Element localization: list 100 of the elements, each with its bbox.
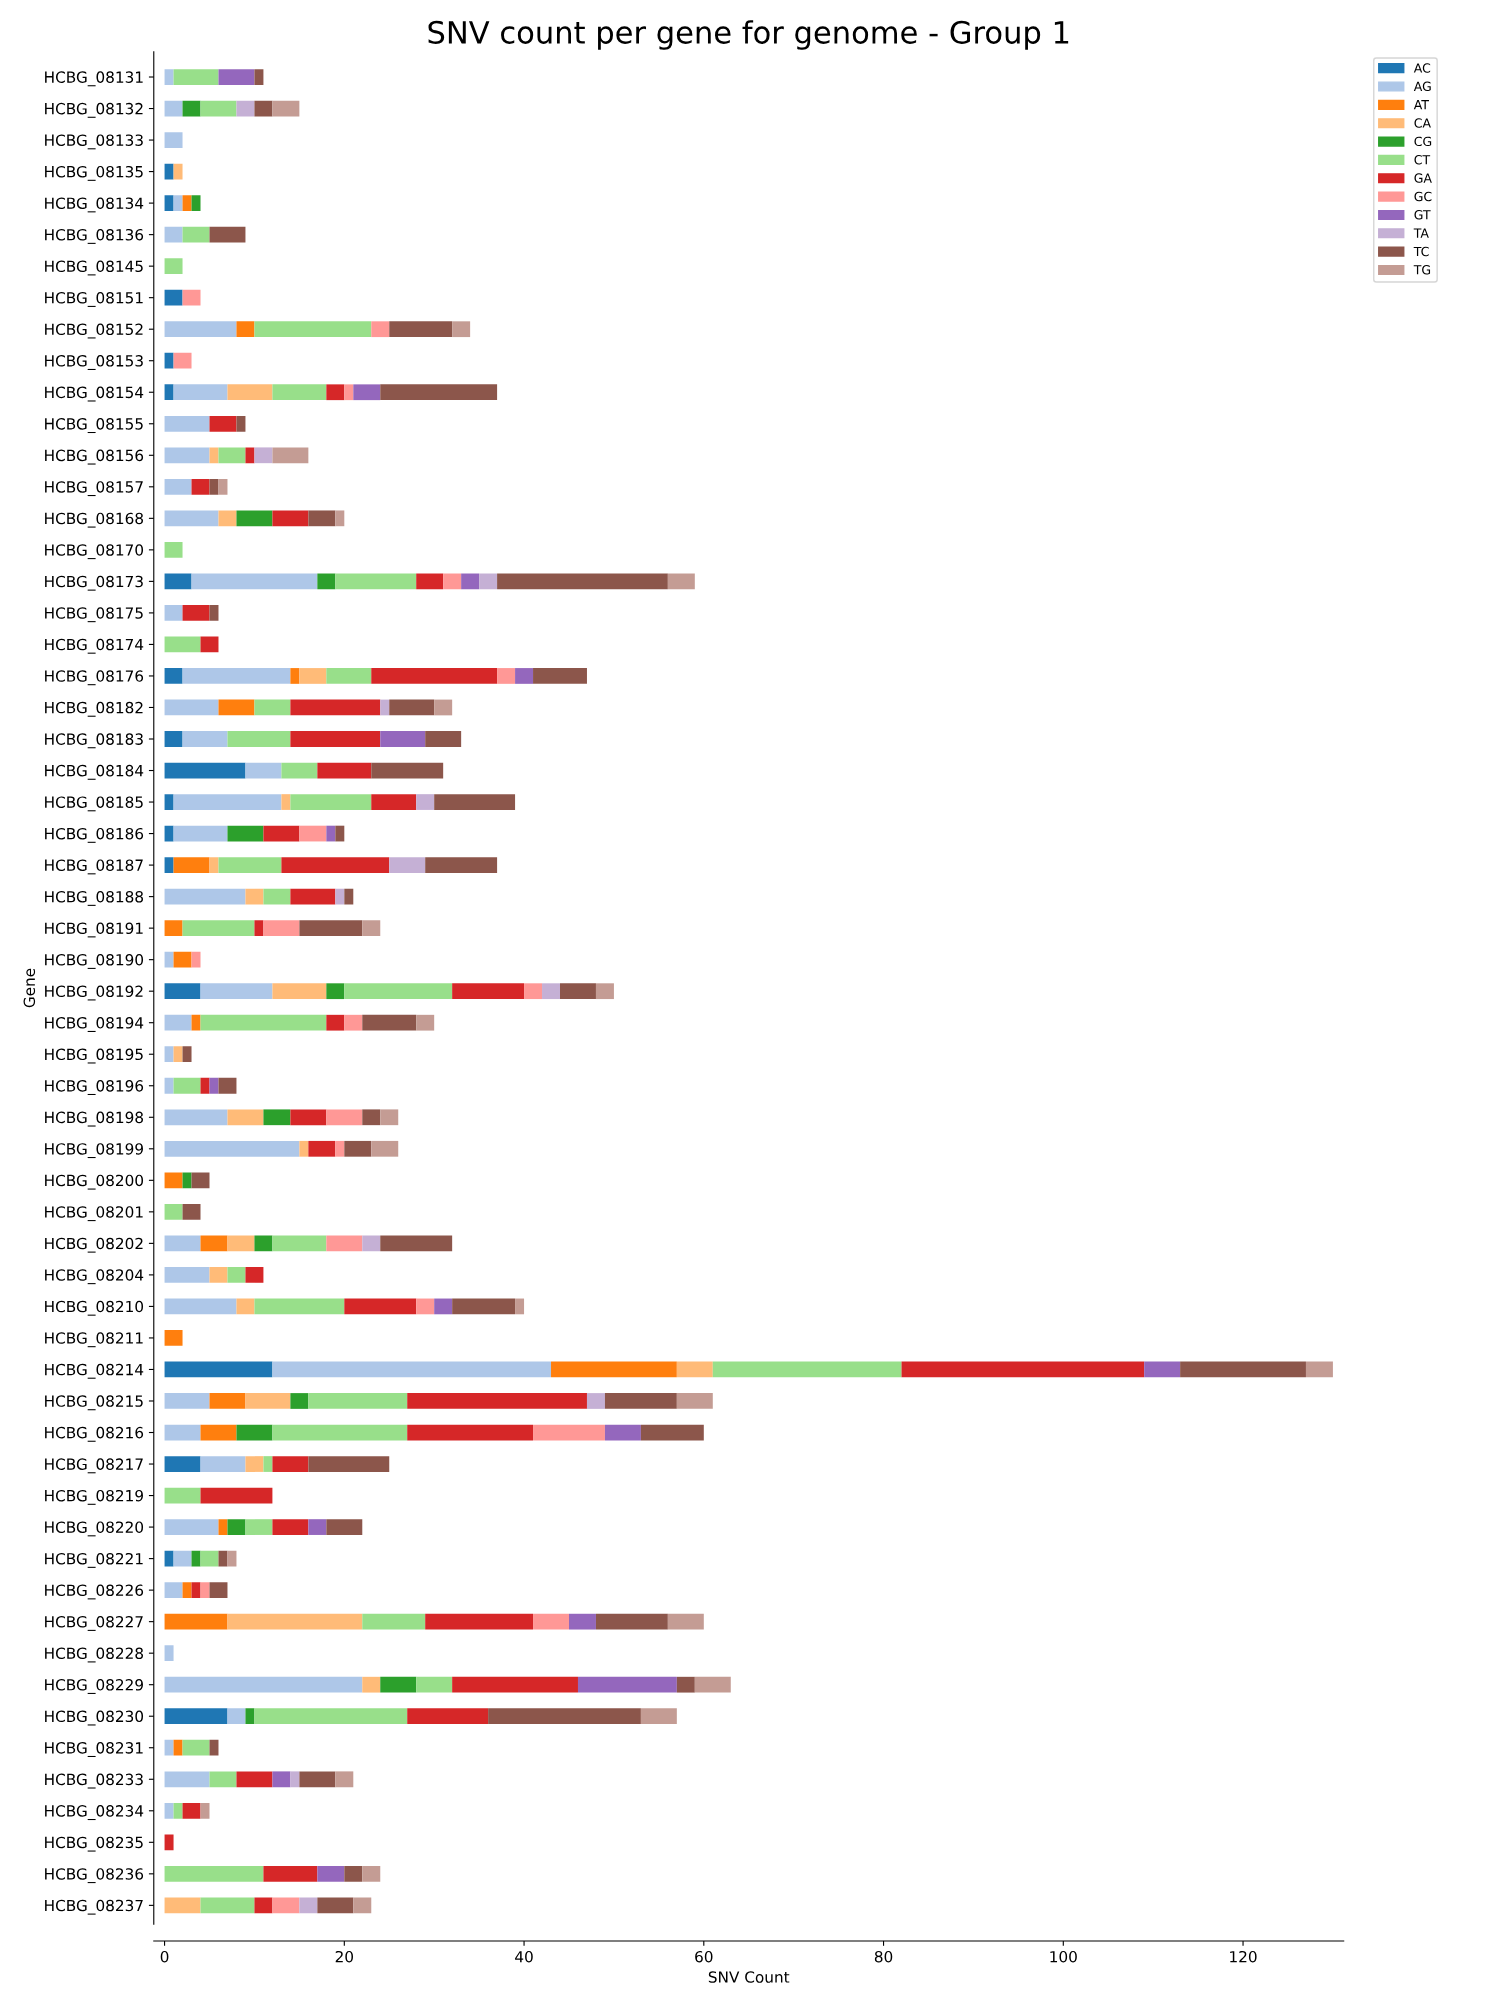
y-tick-label: HCBG_08151 [45,292,143,307]
bar [263,1456,273,1472]
bar [272,1361,552,1378]
bar [676,1393,713,1409]
legend-label: TG [1413,265,1431,275]
bar [200,1582,210,1599]
bar [164,541,183,558]
bar [272,1519,309,1535]
bar [173,1046,183,1063]
y-tick-label: HCBG_08170 [45,544,144,560]
bar [164,1424,201,1441]
y-tick-label: HCBG_08173 [45,575,143,591]
bar [209,857,219,873]
bar [344,1014,363,1031]
bar [164,794,174,810]
bar [227,731,291,747]
y-tick-label: HCBG_08220 [45,1521,144,1537]
bar [389,321,453,338]
bar [227,1267,246,1283]
bar [164,762,246,779]
y-tick-label: HCBG_08175 [45,607,143,623]
y-tick-label: HCBG_08214 [45,1363,144,1379]
bar [236,1771,273,1788]
y-tick-label: HCBG_08184 [45,764,144,780]
bar [164,415,210,432]
bar [218,1077,237,1094]
y-tick-label: HCBG_08153 [45,355,143,370]
bar [200,1077,210,1094]
y-tick-label: HCBG_08176 [45,670,144,686]
bar [182,668,291,684]
bar [164,1203,183,1220]
bar [308,1519,327,1535]
y-axis-title: Gene [23,968,36,1008]
bar [335,1140,345,1157]
bar [164,1519,219,1535]
bar [164,1109,228,1126]
bar [245,1708,255,1725]
bar [164,226,183,243]
y-tick-label: HCBG_08235 [45,1836,143,1852]
y-tick-label: HCBG_08134 [45,197,144,213]
bar [173,1077,201,1094]
bar [209,478,219,495]
bar [236,321,255,338]
bar [164,1771,210,1788]
bar [362,1235,381,1252]
bar [290,794,372,810]
bar [164,1834,174,1851]
y-tick-label: HCBG_08237 [45,1899,143,1915]
bar [344,1298,417,1315]
y-tick-label: HCBG_08157 [45,481,143,497]
y-tick-label: HCBG_08195 [45,1048,143,1064]
bar [173,1739,183,1756]
bar [236,510,273,527]
x-tick-label: 40 [515,1950,533,1963]
bar [254,1235,273,1252]
y-tick-label: HCBG_08234 [45,1805,144,1821]
bar [236,1424,273,1441]
y-tick-label: HCBG_08135 [45,165,143,181]
bar [164,731,183,747]
bar [164,195,174,211]
bar [533,1424,605,1441]
bar [254,1708,408,1725]
bar [263,825,300,842]
bar [173,195,183,211]
bar [245,888,264,905]
y-tick-label: HCBG_08196 [45,1080,144,1096]
y-tick-label: HCBG_08226 [45,1584,144,1600]
bar [164,352,174,369]
bar [416,573,444,590]
x-tick-label: 100 [1050,1950,1077,1963]
y-tick-label: HCBG_08174 [45,638,144,654]
bar [164,1708,228,1725]
y-tick-label: HCBG_08198 [45,1111,144,1127]
bar [245,762,282,779]
bar [407,1393,587,1409]
bar [182,195,192,211]
y-tick-label: HCBG_08133 [45,134,143,150]
bar [299,920,363,937]
y-tick-label: HCBG_08187 [45,859,143,875]
bar [182,1203,201,1220]
bar [425,1613,534,1630]
bar [173,825,228,842]
bar [416,794,435,810]
bar [272,100,300,117]
bar [209,447,219,464]
bar [245,447,255,464]
bar [308,1140,336,1157]
bar [182,289,201,306]
bar [164,1267,210,1283]
bar [290,1771,300,1788]
bar [272,384,327,401]
bar [326,1014,345,1031]
bar [182,1582,192,1599]
y-tick-label: HCBG_08185 [45,796,143,812]
y-tick-label: HCBG_08227 [45,1615,143,1631]
bar [164,668,183,684]
bar [479,573,498,590]
bar [173,951,192,968]
bar [254,920,264,937]
bar [218,510,237,527]
